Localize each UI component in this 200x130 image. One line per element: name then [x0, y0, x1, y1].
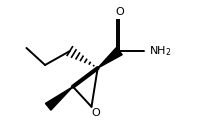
Text: O: O [92, 108, 101, 118]
Text: NH$_2$: NH$_2$ [149, 44, 171, 58]
Polygon shape [45, 87, 73, 110]
Text: O: O [115, 7, 124, 17]
Polygon shape [98, 47, 122, 68]
